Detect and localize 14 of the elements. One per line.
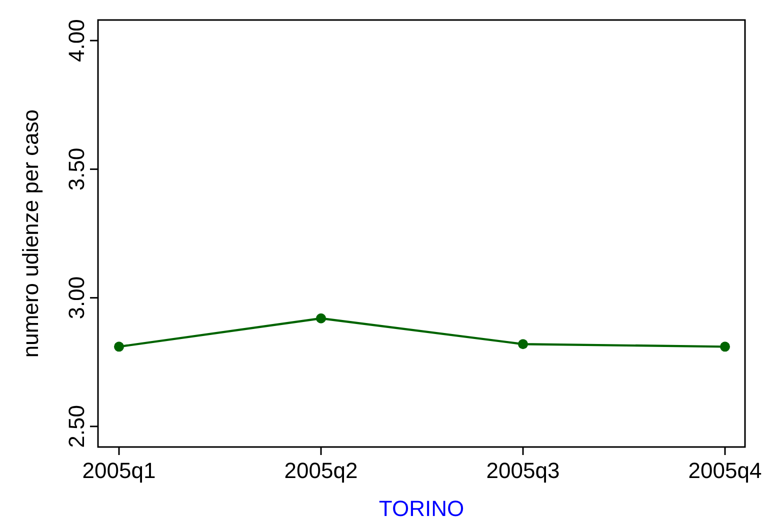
x-tick-label: 2005q3 bbox=[486, 458, 560, 483]
point bbox=[518, 339, 528, 350]
y-tick-label: 4.00 bbox=[64, 19, 89, 62]
point bbox=[316, 313, 326, 324]
point bbox=[720, 342, 730, 352]
x-axis-title: TORINO bbox=[378, 496, 464, 521]
y-tick-label: 2.50 bbox=[64, 405, 89, 448]
point bbox=[114, 342, 124, 352]
y-tick-label: 3.50 bbox=[64, 148, 89, 191]
y-axis-title: numero udienze per caso bbox=[18, 109, 43, 358]
x-tick-label: 2005q2 bbox=[284, 458, 358, 483]
x-tick-label: 2005q1 bbox=[82, 458, 156, 483]
y-tick-label: 3.00 bbox=[64, 276, 89, 320]
x-tick-label: 2005q4 bbox=[688, 458, 762, 483]
